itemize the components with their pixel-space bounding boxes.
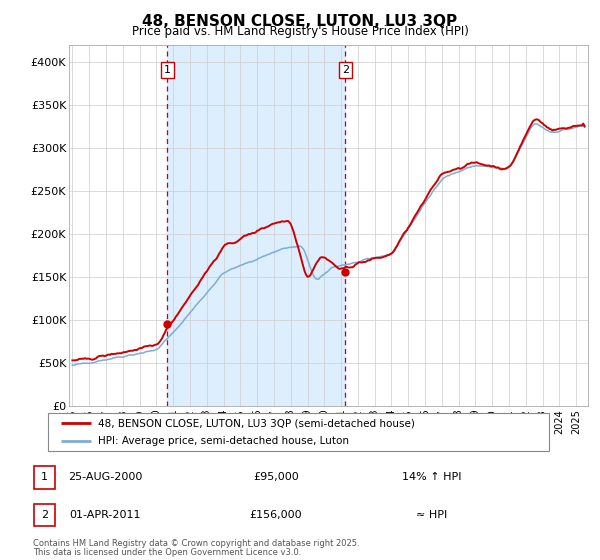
Text: This data is licensed under the Open Government Licence v3.0.: This data is licensed under the Open Gov… [33, 548, 301, 557]
Text: Contains HM Land Registry data © Crown copyright and database right 2025.: Contains HM Land Registry data © Crown c… [33, 539, 359, 548]
Text: ≈ HPI: ≈ HPI [416, 510, 448, 520]
FancyBboxPatch shape [34, 503, 55, 526]
Bar [167, 45, 345, 406]
Text: 48, BENSON CLOSE, LUTON, LU3 3QP (semi-detached house): 48, BENSON CLOSE, LUTON, LU3 3QP (semi-d… [98, 418, 415, 428]
FancyBboxPatch shape [34, 466, 55, 489]
Text: 1: 1 [164, 65, 171, 75]
Text: 1: 1 [41, 473, 48, 482]
Text: £156,000: £156,000 [250, 510, 302, 520]
Text: £95,000: £95,000 [253, 473, 299, 482]
Text: 2: 2 [342, 65, 349, 75]
Text: Price paid vs. HM Land Registry's House Price Index (HPI): Price paid vs. HM Land Registry's House … [131, 25, 469, 38]
Text: 48, BENSON CLOSE, LUTON, LU3 3QP: 48, BENSON CLOSE, LUTON, LU3 3QP [142, 14, 458, 29]
Text: 01-APR-2011: 01-APR-2011 [69, 510, 141, 520]
Text: 2: 2 [41, 510, 48, 520]
Text: HPI: Average price, semi-detached house, Luton: HPI: Average price, semi-detached house,… [98, 436, 349, 446]
Text: 14% ↑ HPI: 14% ↑ HPI [402, 473, 462, 482]
FancyBboxPatch shape [48, 413, 549, 451]
Text: 25-AUG-2000: 25-AUG-2000 [68, 473, 142, 482]
